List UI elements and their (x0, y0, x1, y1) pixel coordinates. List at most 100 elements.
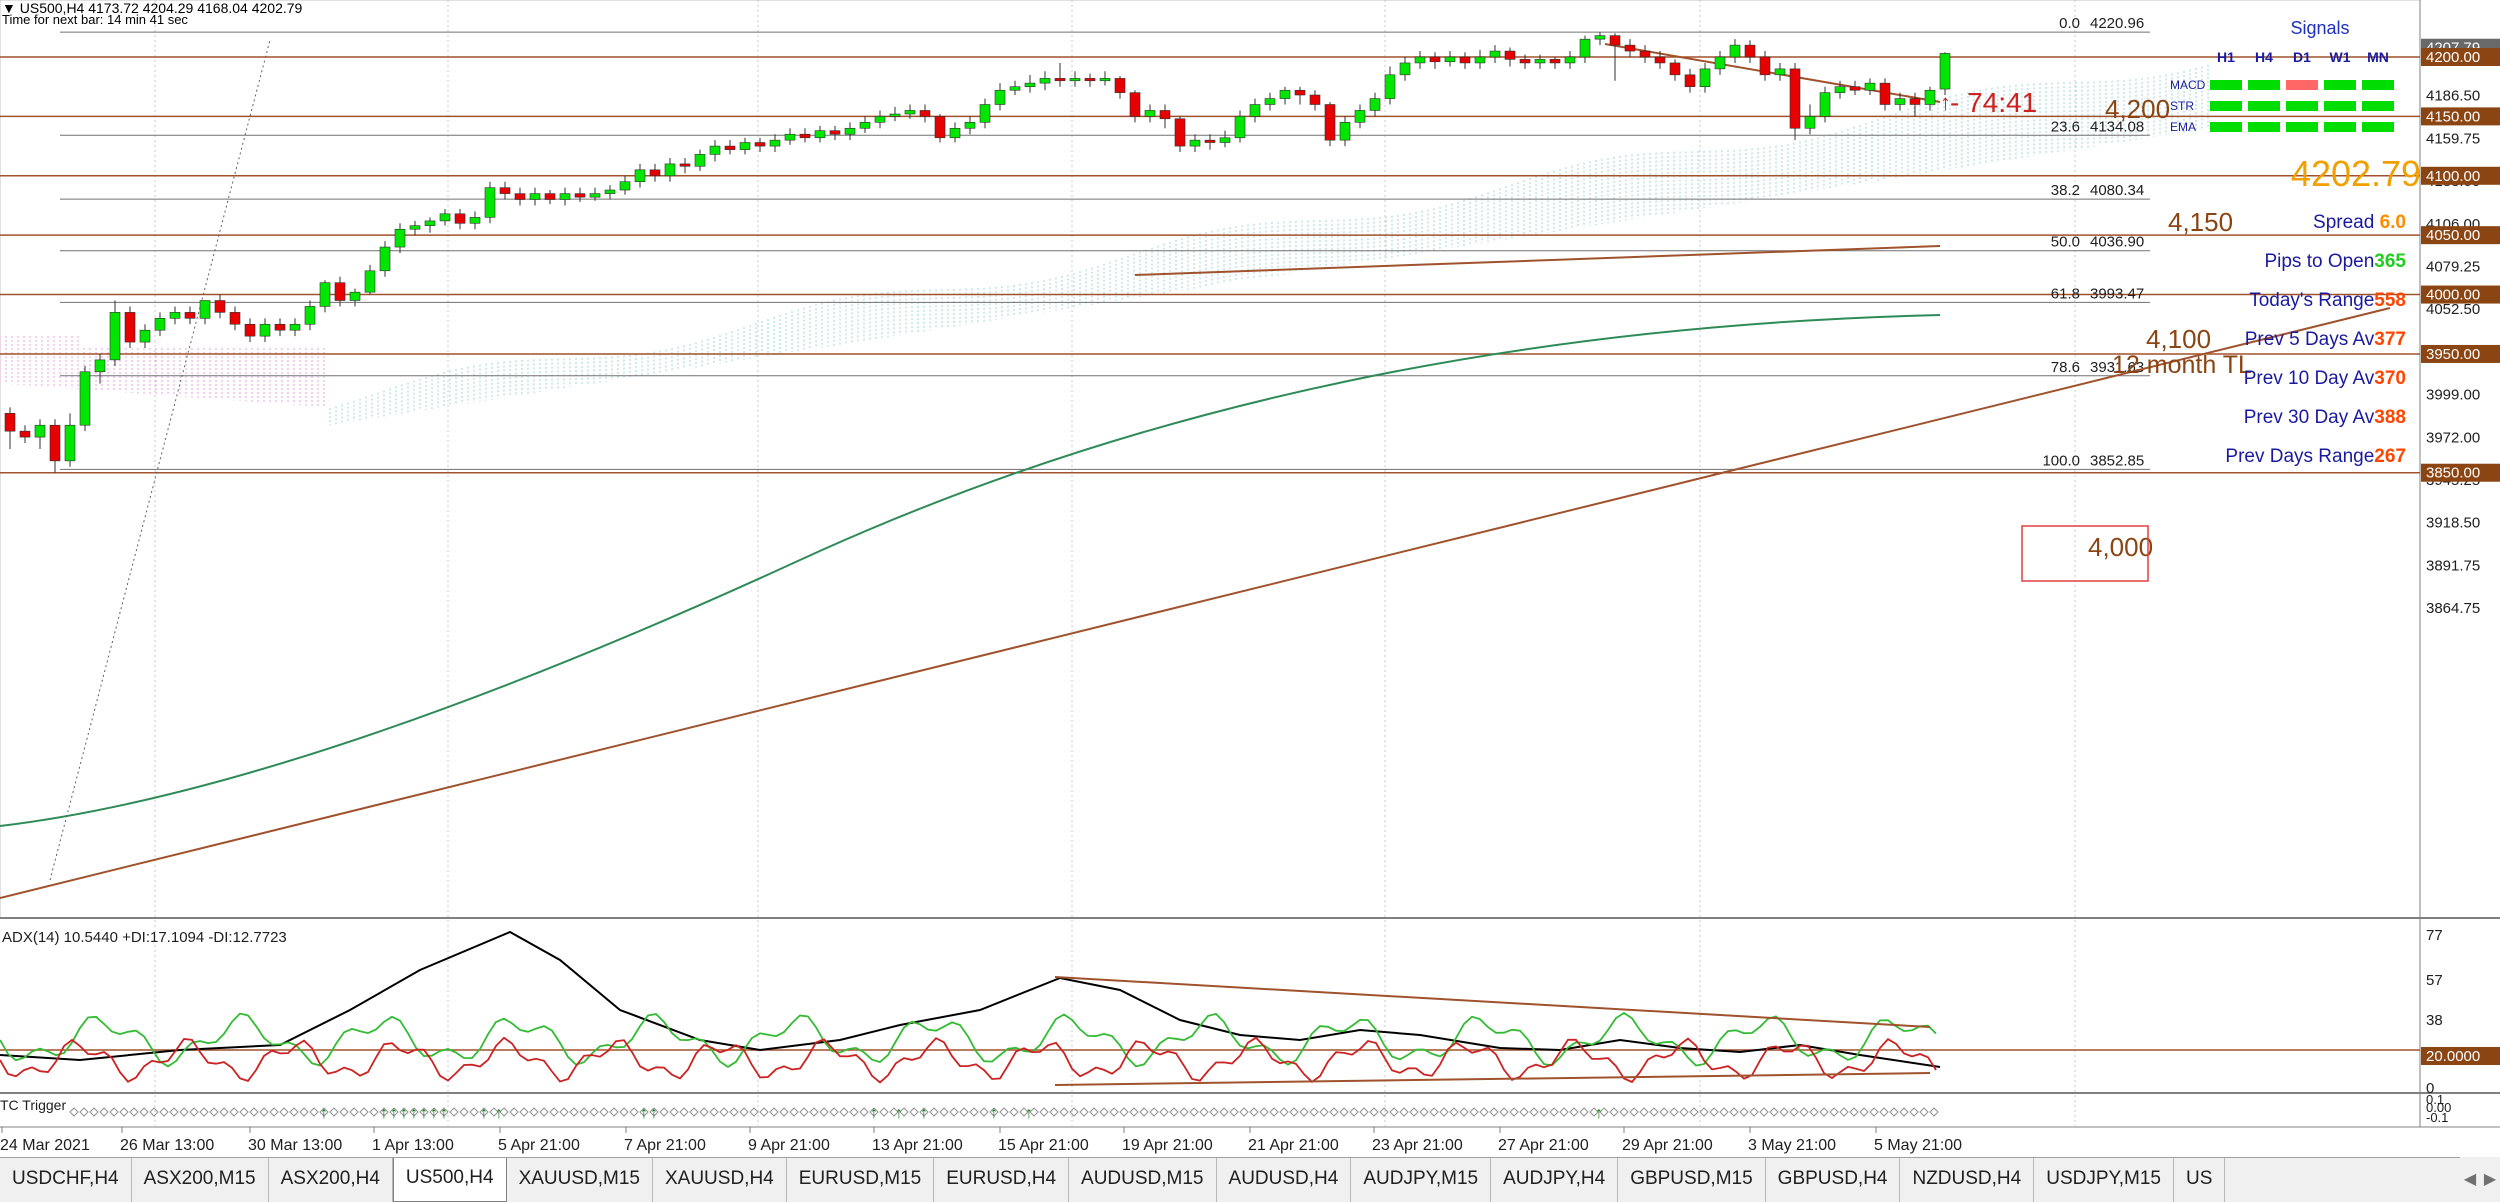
chart-tab[interactable]: USDCHF,H4 (0, 1158, 132, 1202)
tab-scroll-left-icon[interactable]: ◀ (2463, 1171, 2477, 1188)
tc-marker (189, 1107, 199, 1117)
tc-marker (1909, 1107, 1919, 1117)
chart-tab[interactable]: US (2174, 1158, 2226, 1202)
trend-line-12-month (0, 307, 2391, 899)
tc-marker (799, 1107, 809, 1117)
bull-candle (1444, 56, 1456, 63)
tc-marker (1379, 1107, 1389, 1117)
chart-tab[interactable]: NZDUSD,H4 (1900, 1158, 2035, 1202)
price-axis-label: 3864.75 (2426, 600, 2480, 617)
tc-marker (499, 1107, 509, 1117)
level-label: 4,100 (2146, 324, 2211, 354)
fib-price-label: 3852.85 (2090, 452, 2144, 469)
chart-tab[interactable]: USDJPY,M15 (2034, 1158, 2174, 1202)
adx-trend-line (1054, 1072, 1931, 1086)
chart-canvas[interactable]: 0.0 4220.96 23.6 4134.08 38.2 4080.34 50.0 4036… (0, 0, 2500, 1157)
signal-indicator (2248, 122, 2280, 132)
bear-candle (244, 323, 256, 337)
bear-candle (829, 130, 841, 135)
price-tag-label: 4000.00 (2426, 287, 2480, 304)
chart-tab[interactable]: GBPUSD,M15 (1618, 1158, 1766, 1202)
tc-marker (1029, 1107, 1039, 1117)
bull-candle (949, 127, 961, 139)
signals-timeframe-label: D1 (2293, 49, 2311, 65)
bear-candle (1204, 139, 1216, 143)
adx-title: ADX(14) 10.5440 +DI:17.1094 -DI:12.7723 (2, 929, 287, 946)
tc-marker (1129, 1107, 1139, 1117)
tc-marker (969, 1107, 979, 1117)
ema-line (0, 314, 1941, 827)
bear-candle (1744, 44, 1756, 58)
time-axis-label: 3 May 21:00 (1748, 1137, 1836, 1154)
tc-arrow-up-icon: ↑ (320, 1105, 328, 1122)
price-axis-label: 3972.00 (2426, 429, 2480, 446)
tc-marker (809, 1107, 819, 1117)
bull-candle (64, 424, 76, 462)
tc-marker (1119, 1107, 1129, 1117)
chart-tab[interactable]: ASX200,H4 (269, 1158, 393, 1202)
tc-marker (1849, 1107, 1859, 1117)
bull-candle (424, 220, 436, 226)
tab-scroll-arrows[interactable]: ◀ ▶ (2460, 1157, 2500, 1201)
tc-marker (1219, 1107, 1229, 1117)
bear-candle (1609, 35, 1621, 46)
tc-marker (639, 1107, 649, 1117)
tc-arrow-up-icon: ↑ (920, 1105, 928, 1122)
bull-candle (529, 193, 541, 200)
time-axis-label: 1 Apr 13:00 (372, 1137, 454, 1154)
tc-marker (69, 1107, 79, 1117)
tc-marker (149, 1107, 159, 1117)
adx-axis-label: 77 (2426, 927, 2443, 944)
signals-row-label: EMA (2170, 120, 2196, 134)
tc-marker (1289, 1107, 1299, 1117)
tc-marker (109, 1107, 119, 1117)
tc-marker (579, 1107, 589, 1117)
fib-price-label: 4080.34 (2090, 182, 2144, 199)
price-tag (2421, 226, 2500, 245)
tc-marker (879, 1107, 889, 1117)
tab-scroll-right-icon[interactable]: ▶ (2483, 1171, 2497, 1188)
chart-tab[interactable]: EURUSD,H4 (934, 1158, 1070, 1202)
bear-candle (454, 213, 466, 224)
tc-marker (1529, 1107, 1539, 1117)
chart-tab[interactable]: XAUUSD,M15 (507, 1158, 653, 1202)
chart-tab[interactable]: ASX200,M15 (132, 1158, 269, 1202)
tc-marker (1879, 1107, 1889, 1117)
chart-tab[interactable]: AUDJPY,M15 (1351, 1158, 1492, 1202)
chart-tab[interactable]: AUDJPY,H4 (1491, 1158, 1619, 1202)
stat-label: Spread (2313, 212, 2380, 233)
chart-tab[interactable]: EURUSD,M15 (787, 1158, 935, 1202)
tc-marker (1479, 1107, 1489, 1117)
bear-candle (124, 312, 136, 343)
bull-candle (409, 225, 421, 230)
bear-candle (514, 193, 526, 200)
minus-di-line (0, 1036, 1937, 1084)
tc-marker (339, 1107, 349, 1117)
tc-marker (1199, 1107, 1209, 1117)
tc-marker (1369, 1107, 1379, 1117)
bull-candle (1189, 139, 1201, 147)
tc-marker (1699, 1107, 1709, 1117)
bull-candle (1009, 86, 1021, 91)
chart-tab[interactable]: AUDUSD,M15 (1069, 1158, 1217, 1202)
tc-marker (1639, 1107, 1649, 1117)
tc-marker (829, 1107, 839, 1117)
tc-marker (1349, 1107, 1359, 1117)
signal-indicator (2362, 101, 2394, 111)
bull-candle (139, 329, 151, 343)
bull-candle (1864, 82, 1876, 91)
chart-tab[interactable]: AUDUSD,H4 (1217, 1158, 1352, 1202)
bull-candle (289, 323, 301, 331)
tc-marker (719, 1107, 729, 1117)
chart-tab[interactable]: XAUUSD,H4 (653, 1158, 787, 1202)
bear-candle (649, 169, 661, 177)
adx-level-tag (2421, 1047, 2500, 1065)
signal-indicator (2286, 80, 2318, 90)
signal-indicator (2362, 80, 2394, 90)
chart-tab[interactable]: GBPUSD,H4 (1766, 1158, 1901, 1202)
signal-indicator (2286, 122, 2318, 132)
bull-candle (874, 116, 886, 123)
tc-marker (1419, 1107, 1429, 1117)
price-axis-label: 4052.50 (2426, 301, 2480, 318)
chart-tab[interactable]: US500,H4 (392, 1158, 507, 1202)
